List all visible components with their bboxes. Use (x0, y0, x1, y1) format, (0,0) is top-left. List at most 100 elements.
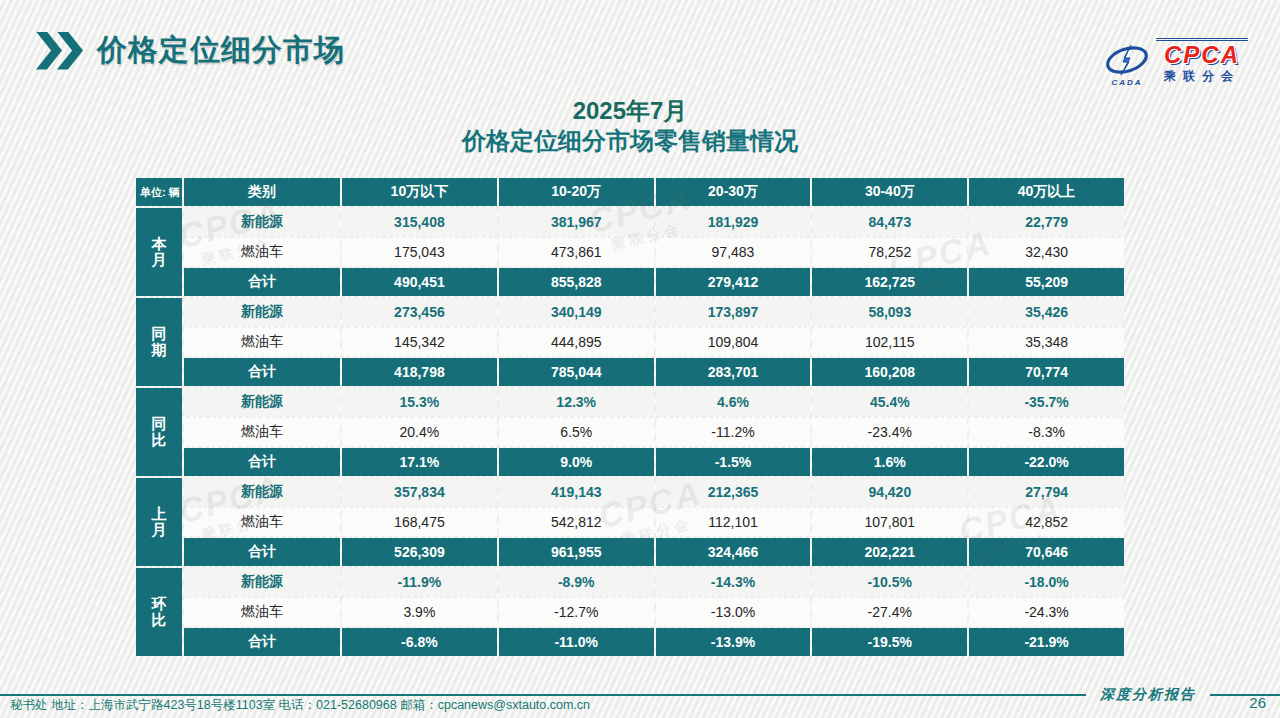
value-cell: 6.5% (499, 418, 654, 446)
chevron-icon (36, 32, 62, 70)
value-cell: -10.5% (812, 568, 967, 596)
value-cell: 9.0% (499, 448, 654, 476)
value-cell: -8.9% (499, 568, 654, 596)
value-cell: 526,309 (342, 538, 497, 566)
value-cell: 202,221 (812, 538, 967, 566)
slide-header: 价格定位细分市场 (36, 30, 345, 71)
page-title: 价格定位细分市场 (97, 30, 345, 71)
cpca-logo-mark-icon: CADA (1104, 44, 1150, 87)
column-header: 类别 (184, 178, 340, 206)
value-cell: 473,861 (499, 238, 654, 266)
row-label: 合计 (184, 268, 340, 296)
value-cell: -13.0% (656, 598, 811, 626)
value-cell: -19.5% (812, 628, 967, 656)
value-cell: 212,365 (656, 478, 811, 506)
value-cell: -11.0% (499, 628, 654, 656)
row-label: 燃油车 (184, 328, 340, 356)
value-cell: 107,801 (812, 508, 967, 536)
value-cell: 273,456 (342, 298, 497, 326)
row-label: 合计 (184, 448, 340, 476)
value-cell: 160,208 (812, 358, 967, 386)
double-chevron-icon (36, 32, 83, 70)
table-title: 2025年7月 价格定位细分市场零售销量情况 (136, 96, 1124, 156)
value-cell: 58,093 (812, 298, 967, 326)
column-header: 20-30万 (656, 178, 811, 206)
row-group-label: 本月 (136, 208, 182, 296)
row-group-label: 上月 (136, 478, 182, 566)
value-cell: 357,834 (342, 478, 497, 506)
value-cell: -11.2% (656, 418, 811, 446)
value-cell: 168,475 (342, 508, 497, 536)
row-group-label: 同比 (136, 388, 182, 476)
value-cell: 35,348 (969, 328, 1124, 356)
value-cell: 175,043 (342, 238, 497, 266)
value-cell: -11.9% (342, 568, 497, 596)
value-cell: 145,342 (342, 328, 497, 356)
value-cell: 17.1% (342, 448, 497, 476)
value-cell: 279,412 (656, 268, 811, 296)
row-label: 合计 (184, 628, 340, 656)
value-cell: -6.8% (342, 628, 497, 656)
value-cell: -21.9% (969, 628, 1124, 656)
value-cell: 381,967 (499, 208, 654, 236)
value-cell: -22.0% (969, 448, 1124, 476)
value-cell: 855,828 (499, 268, 654, 296)
row-label: 新能源 (184, 478, 340, 506)
value-cell: 84,473 (812, 208, 967, 236)
value-cell: 490,451 (342, 268, 497, 296)
value-cell: 542,812 (499, 508, 654, 536)
value-cell: 97,483 (656, 238, 811, 266)
value-cell: 42,852 (969, 508, 1124, 536)
value-cell: 340,149 (499, 298, 654, 326)
row-label: 燃油车 (184, 418, 340, 446)
value-cell: -18.0% (969, 568, 1124, 596)
value-cell: 78,252 (812, 238, 967, 266)
logo-cada-text: CADA (1111, 78, 1142, 87)
row-group-label: 环比 (136, 568, 182, 656)
footer-contact-info: 秘书处 地址：上海市武宁路423号18号楼1103室 电话：021-526809… (10, 697, 590, 714)
value-cell: -23.4% (812, 418, 967, 446)
value-cell: 315,408 (342, 208, 497, 236)
value-cell: 181,929 (656, 208, 811, 236)
row-label: 合计 (184, 358, 340, 386)
table-title-line1: 2025年7月 (136, 96, 1124, 126)
value-cell: 20.4% (342, 418, 497, 446)
value-cell: 45.4% (812, 388, 967, 416)
value-cell: 444,895 (499, 328, 654, 356)
row-label: 新能源 (184, 298, 340, 326)
value-cell: -12.7% (499, 598, 654, 626)
value-cell: 419,143 (499, 478, 654, 506)
row-label: 燃油车 (184, 598, 340, 626)
unit-label: 单位: 辆 (136, 178, 182, 206)
value-cell: -13.9% (656, 628, 811, 656)
value-cell: 32,430 (969, 238, 1124, 266)
value-cell: 785,044 (499, 358, 654, 386)
row-label: 新能源 (184, 568, 340, 596)
column-header: 10万以下 (342, 178, 497, 206)
value-cell: 173,897 (656, 298, 811, 326)
column-header: 10-20万 (499, 178, 654, 206)
value-cell: -27.4% (812, 598, 967, 626)
table-title-line2: 价格定位细分市场零售销量情况 (136, 126, 1124, 156)
value-cell: 94,420 (812, 478, 967, 506)
value-cell: 324,466 (656, 538, 811, 566)
value-cell: 961,955 (499, 538, 654, 566)
report-type-label: 深度分析报告 (1100, 686, 1196, 704)
value-cell: 109,804 (656, 328, 811, 356)
value-cell: -24.3% (969, 598, 1124, 626)
value-cell: 162,725 (812, 268, 967, 296)
value-cell: 70,646 (969, 538, 1124, 566)
row-label: 燃油车 (184, 508, 340, 536)
value-cell: 112,101 (656, 508, 811, 536)
column-header: 30-40万 (812, 178, 967, 206)
value-cell: 283,701 (656, 358, 811, 386)
row-label: 合计 (184, 538, 340, 566)
value-cell: 27,794 (969, 478, 1124, 506)
column-header: 40万以上 (969, 178, 1124, 206)
value-cell: -14.3% (656, 568, 811, 596)
value-cell: 15.3% (342, 388, 497, 416)
logo-cpca-text: CPCA (1164, 43, 1240, 67)
slide: 价格定位细分市场 CADA CPCA 乘联分会 2025年7月 价格定位细分市场… (0, 0, 1280, 718)
footer-line (1210, 694, 1280, 696)
logo-text-block: CPCA 乘联分会 (1156, 38, 1248, 85)
